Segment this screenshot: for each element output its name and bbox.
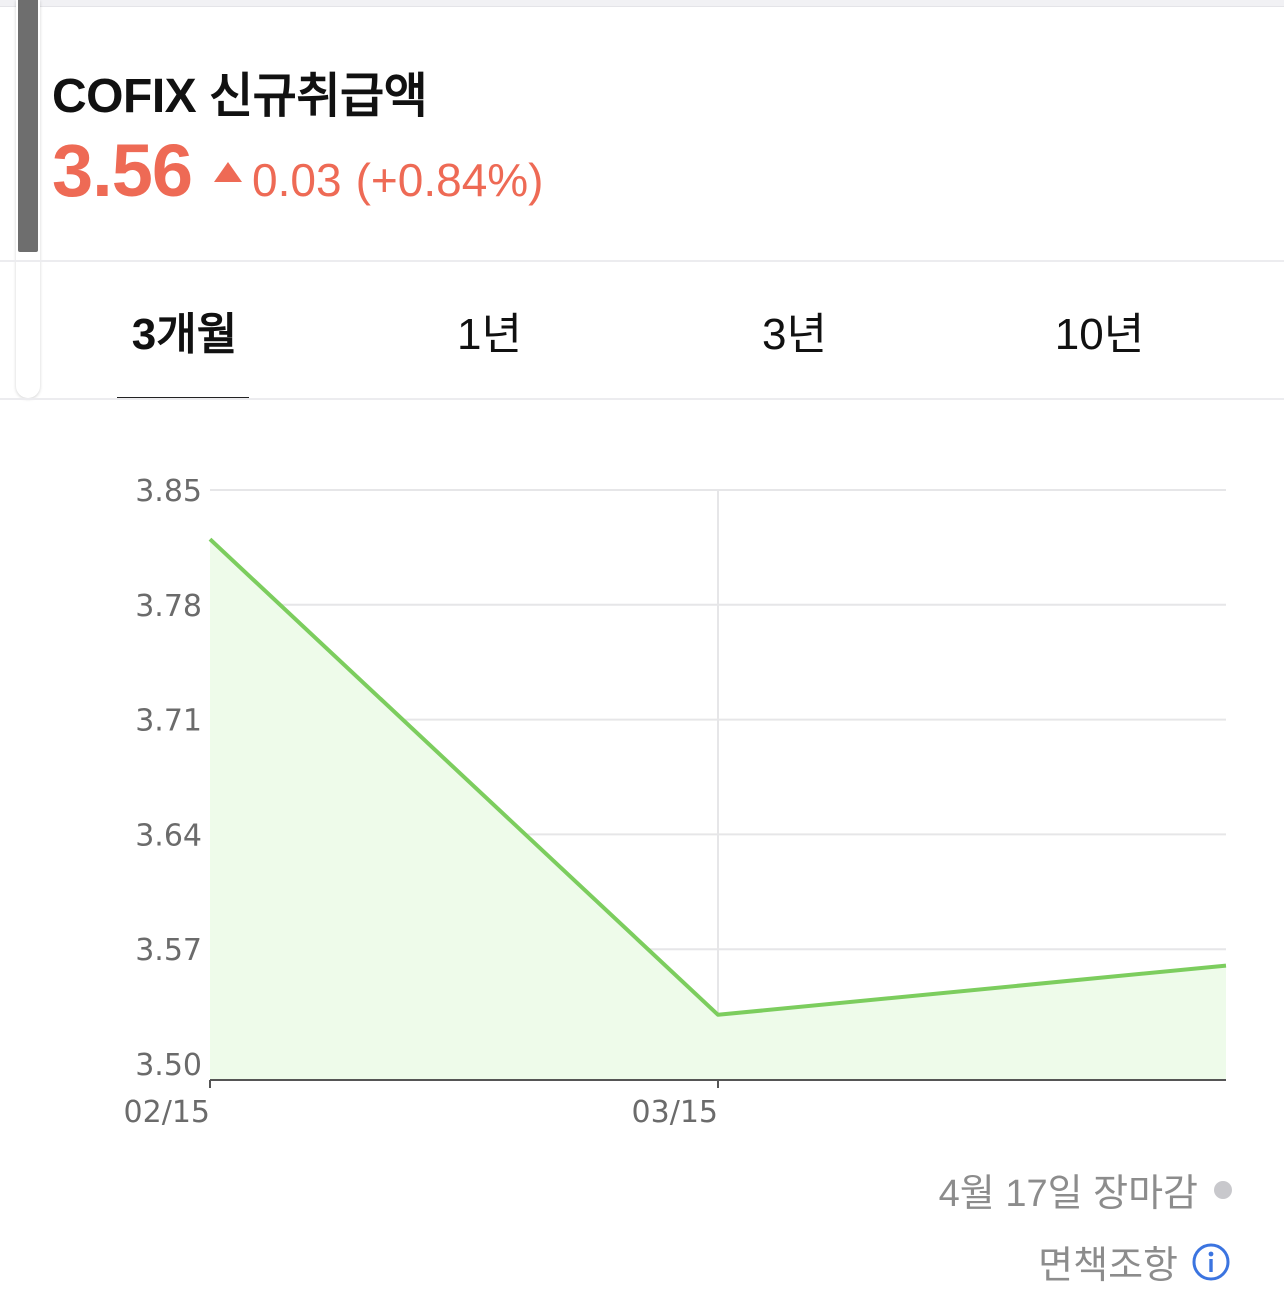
current-price: 3.56 — [52, 129, 193, 212]
y-tick-label: 3.85 — [135, 474, 202, 509]
area-fill — [210, 539, 1226, 1080]
triangle-up-icon — [214, 162, 243, 182]
tab-10-years[interactable]: 10년 — [1054, 310, 1145, 359]
tab-3-years[interactable]: 3년 — [762, 310, 827, 359]
page-title: COFIX 신규취급액 — [52, 70, 428, 123]
x-tick-label: 03/15 — [632, 1095, 718, 1130]
info-circle-icon[interactable] — [1192, 1243, 1230, 1281]
scrollbar[interactable] — [16, 0, 40, 398]
market-status-text: 4월 17일 장마감 — [938, 1173, 1198, 1215]
top-rule — [0, 0, 1284, 7]
x-tick-label: 02/15 — [124, 1095, 210, 1130]
y-tick-label: 3.78 — [135, 589, 202, 624]
tab-3-months[interactable]: 3개월 — [32, 262, 337, 400]
status-dot-icon — [1214, 1180, 1232, 1199]
disclaimer-link[interactable]: 면책조항 — [1038, 1234, 1230, 1289]
tab-1-year[interactable]: 1년 — [457, 310, 522, 359]
y-tick-label: 3.50 — [135, 1048, 202, 1083]
price-change: 0.03 — [252, 154, 342, 206]
tabs-divider — [0, 398, 1284, 400]
price-change-percent: (+0.84%) — [355, 154, 544, 206]
rate-chart: 3.85 3.78 3.71 3.64 3.57 3.50 02/15 03/15 — [124, 474, 1227, 1130]
price-row: 3.56 0.03 (+0.84%) — [52, 128, 544, 213]
disclaimer-label: 면책조항 — [1038, 1245, 1178, 1287]
series-line — [208, 537, 1227, 1017]
y-tick-label: 3.57 — [135, 933, 202, 968]
header-divider — [0, 260, 1284, 262]
market-status: 4월 17일 장마감 — [939, 1162, 1232, 1217]
y-tick-label: 3.64 — [135, 818, 202, 853]
scrollbar-thumb[interactable] — [18, 0, 38, 252]
period-tabs: 3개월 1년 3년 10년 — [32, 262, 1252, 400]
y-tick-label: 3.71 — [135, 704, 202, 739]
